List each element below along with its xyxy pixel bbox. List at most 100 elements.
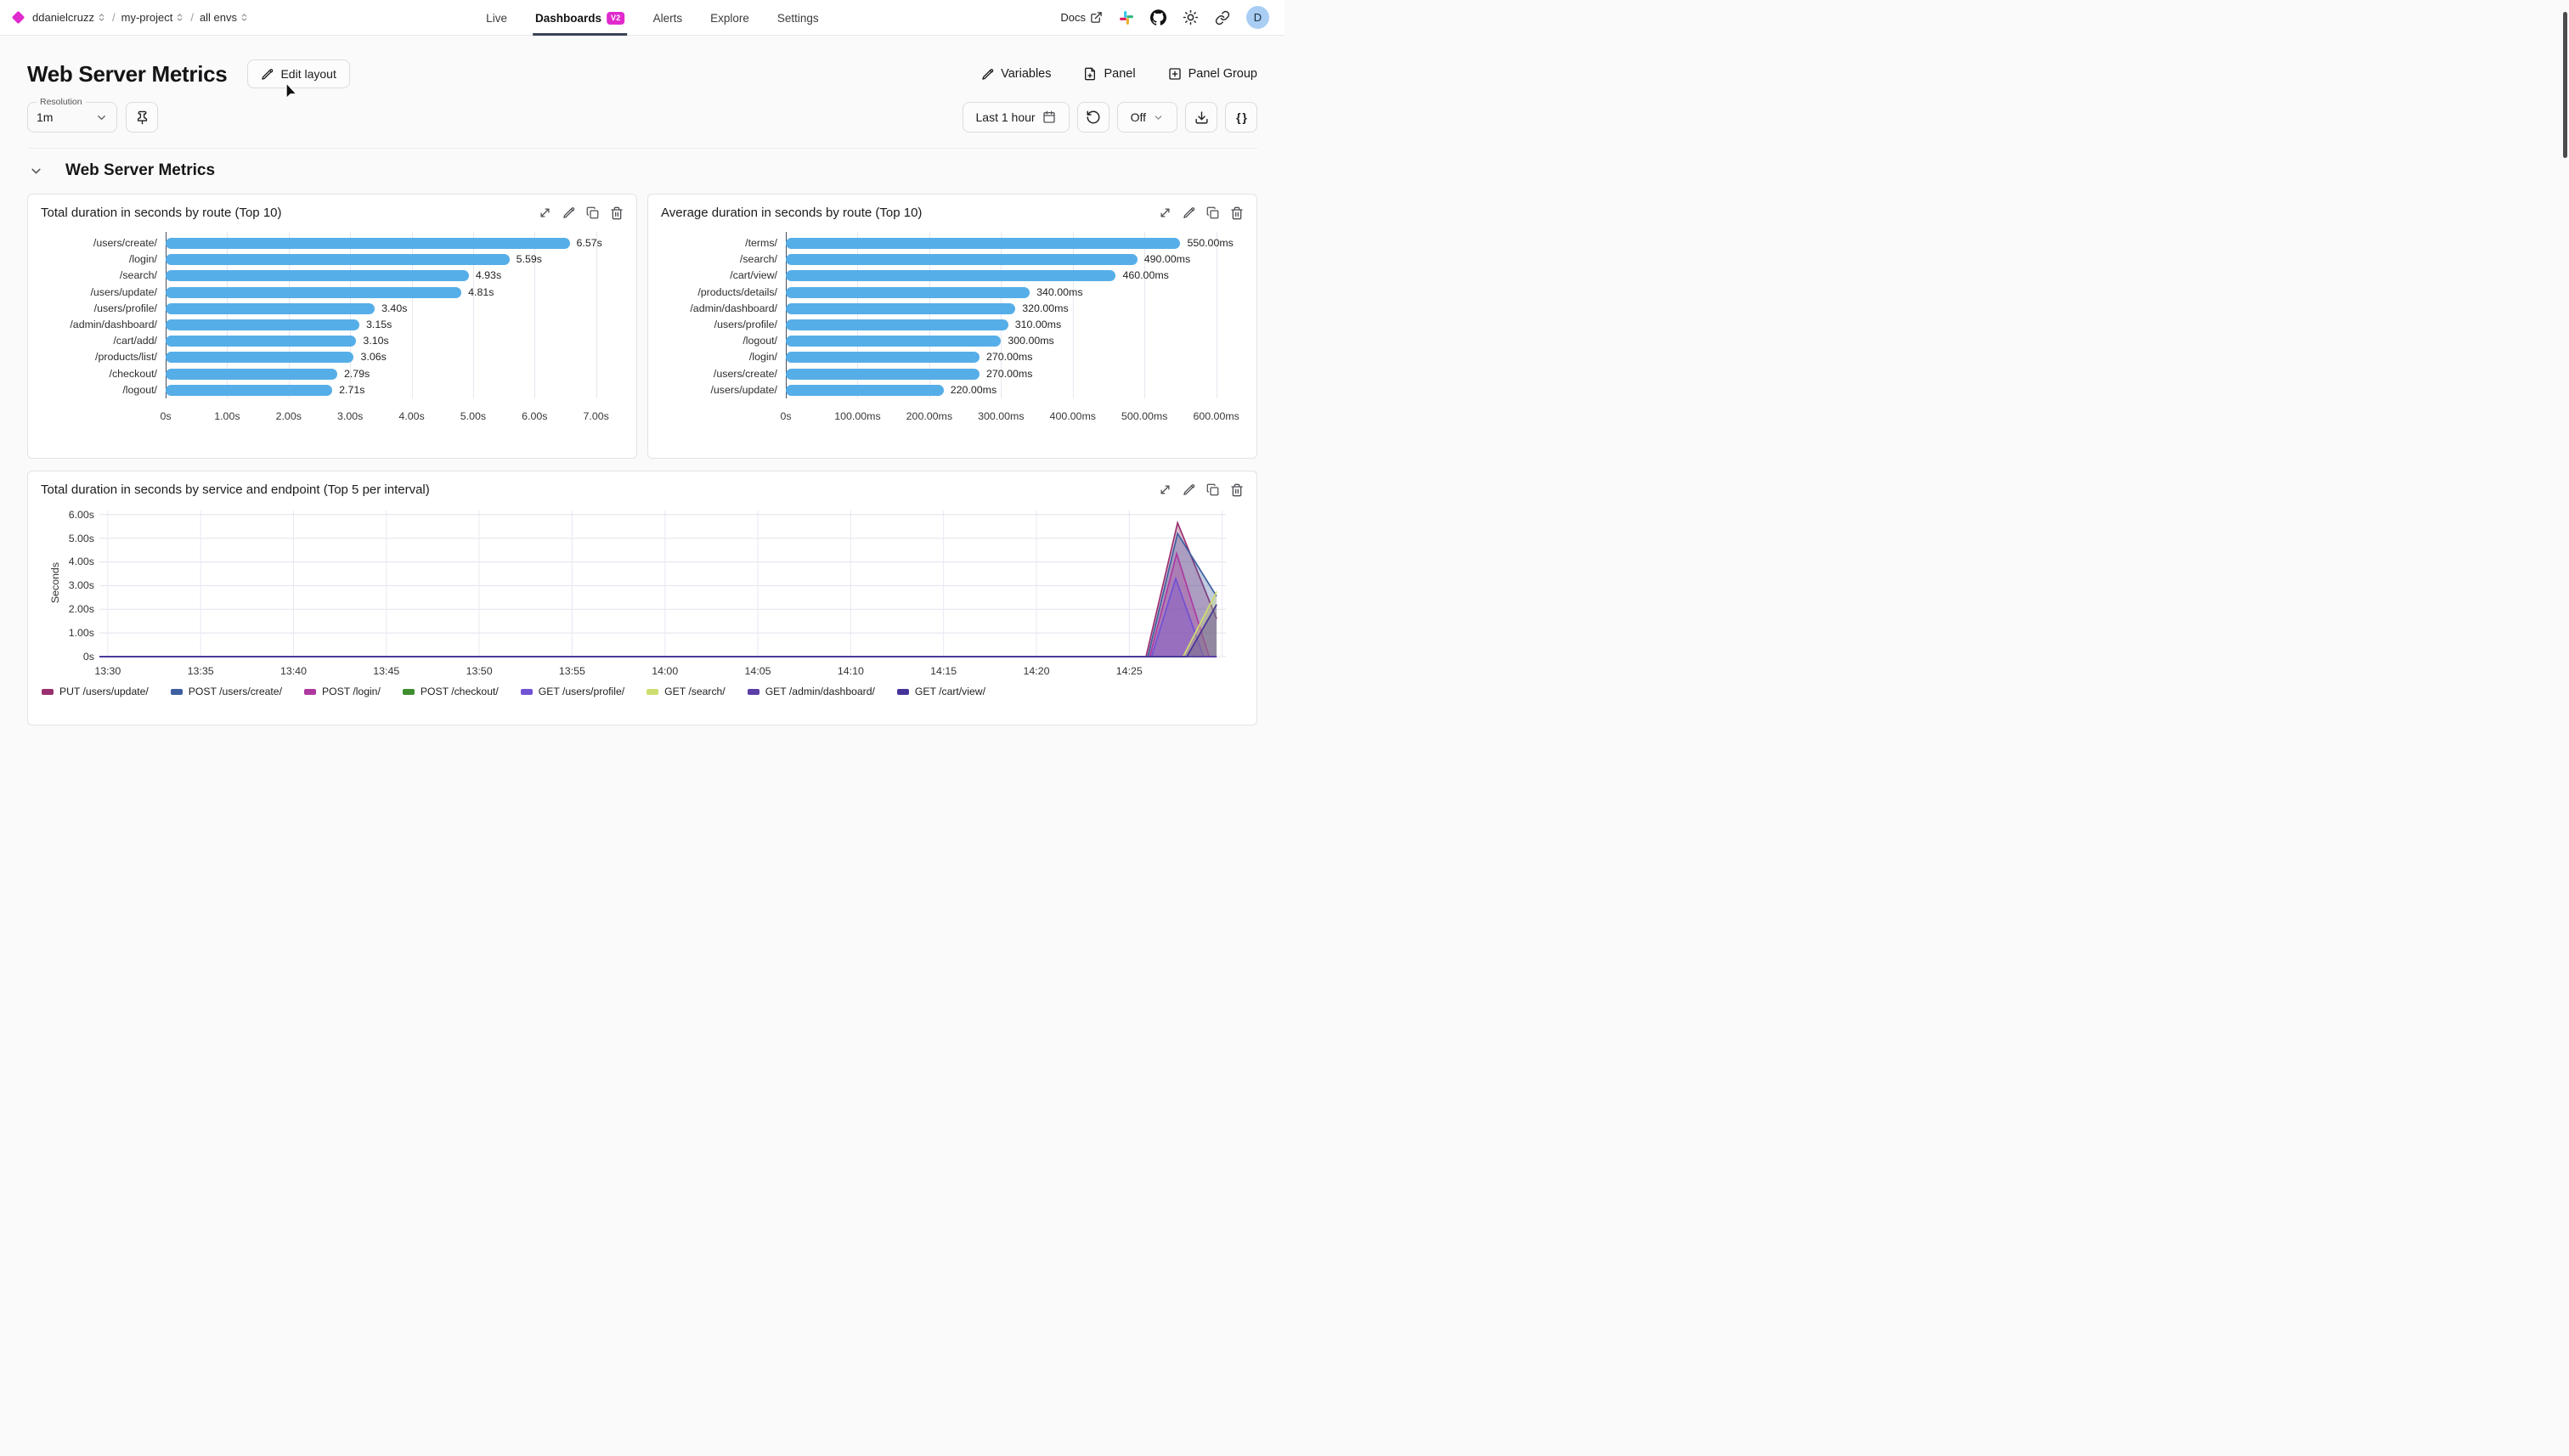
add-panel-button[interactable]: Panel: [1083, 67, 1136, 81]
breadcrumb-project[interactable]: my-project: [121, 11, 185, 24]
x-tick-label: 14:00: [652, 665, 679, 677]
bar-value-label: 4.93s: [475, 269, 502, 282]
panel-expand-icon[interactable]: [1159, 483, 1172, 497]
bar[interactable]: [166, 368, 337, 380]
y-tick-label: 6.00s: [68, 508, 94, 521]
bar-row: /terms/550.00ms: [745, 235, 1238, 251]
bar-row: /cart/view/460.00ms: [730, 268, 1238, 284]
panel-expand-icon[interactable]: [1159, 206, 1172, 220]
legend-swatch-icon: [402, 688, 415, 695]
edit-layout-button[interactable]: Edit layout: [247, 59, 350, 88]
bar[interactable]: [166, 319, 359, 330]
panel-duplicate-icon[interactable]: [1206, 206, 1219, 220]
bar[interactable]: [786, 384, 944, 396]
time-range-button[interactable]: Last 1 hour: [962, 102, 1070, 133]
legend-item[interactable]: GET /admin/dashboard/: [747, 686, 875, 697]
panel-duplicate-icon[interactable]: [1206, 483, 1219, 497]
bar[interactable]: [166, 336, 357, 347]
panel-delete-icon[interactable]: [1230, 206, 1244, 220]
bar[interactable]: [786, 368, 980, 380]
tab-explore[interactable]: Explore: [708, 0, 752, 36]
gridline: [472, 232, 474, 398]
tab-settings[interactable]: Settings: [775, 0, 822, 36]
bar[interactable]: [786, 319, 1008, 330]
bar[interactable]: [166, 352, 354, 364]
x-tick-label: 100.00ms: [834, 410, 881, 422]
bar[interactable]: [786, 238, 1181, 249]
bar[interactable]: [166, 384, 333, 396]
bar[interactable]: [166, 254, 510, 266]
scrollbar-thumb[interactable]: [2563, 12, 2567, 158]
tab-live[interactable]: Live: [483, 0, 510, 36]
app-logo-icon[interactable]: [11, 10, 25, 25]
panel-edit-icon[interactable]: [562, 206, 575, 220]
bar[interactable]: [786, 336, 1002, 347]
x-tick-label: 0s: [160, 410, 172, 422]
resolution-label: Resolution: [37, 97, 86, 107]
bar-value-label: 320.00ms: [1022, 302, 1069, 314]
bar[interactable]: [166, 302, 375, 314]
legend-item[interactable]: GET /users/profile/: [520, 686, 624, 697]
legend-item[interactable]: POST /checkout/: [402, 686, 499, 697]
bar[interactable]: [786, 302, 1016, 314]
pin-button[interactable]: [126, 102, 158, 133]
panel-expand-icon[interactable]: [539, 206, 551, 220]
collapse-chevron-icon[interactable]: [29, 164, 43, 178]
panel-label: Panel: [1104, 67, 1136, 81]
breadcrumb-org[interactable]: ddanielcruzz: [32, 11, 106, 24]
user-avatar[interactable]: D: [1246, 6, 1269, 29]
legend-item[interactable]: GET /cart/view/: [896, 686, 985, 697]
bar[interactable]: [166, 270, 469, 282]
refresh-button[interactable]: [1076, 102, 1109, 133]
download-button[interactable]: [1185, 102, 1217, 133]
bar-row: /admin/dashboard/320.00ms: [690, 301, 1238, 317]
legend-item[interactable]: POST /login/: [303, 686, 381, 697]
bar-row: /checkout/2.79s: [110, 366, 618, 382]
tab-label: Dashboards: [534, 11, 601, 25]
tab-dashboards[interactable]: Dashboards V2: [532, 0, 628, 36]
variables-button[interactable]: Variables: [981, 67, 1051, 81]
y-tick-label: 2.00s: [68, 603, 94, 616]
download-icon: [1194, 110, 1209, 125]
area-chart: Seconds 0s 1.00s 2.00s 3.00s 4.00s 5.00s 6.00s 1…: [28, 497, 1256, 709]
legend-item[interactable]: PUT /users/update/: [42, 686, 149, 697]
bar[interactable]: [786, 352, 980, 364]
docs-link[interactable]: Docs: [1060, 11, 1103, 24]
panel-delete-icon[interactable]: [610, 206, 624, 220]
bar[interactable]: [166, 286, 462, 298]
area-plot[interactable]: [99, 511, 1226, 660]
bar[interactable]: [166, 238, 570, 249]
bar-value-label: 340.00ms: [1036, 285, 1083, 298]
share-link-icon[interactable]: [1215, 10, 1230, 25]
calendar-icon: [1042, 110, 1056, 124]
x-tick-label: 1.00s: [214, 410, 240, 422]
legend-item[interactable]: POST /users/create/: [170, 686, 282, 697]
panel-edit-icon[interactable]: [1183, 206, 1195, 220]
tab-label: Explore: [710, 11, 749, 25]
legend-item[interactable]: GET /search/: [646, 686, 726, 697]
bar[interactable]: [786, 254, 1138, 266]
hbar-chart: /terms/550.00ms/search/490.00ms/cart/vie…: [648, 232, 1256, 424]
theme-toggle-icon[interactable]: [1183, 9, 1199, 25]
panel-delete-icon[interactable]: [1230, 483, 1244, 497]
y-tick-label: 1.00s: [68, 627, 94, 640]
resolution-select[interactable]: Resolution 1m: [27, 97, 117, 133]
github-icon[interactable]: [1150, 9, 1166, 25]
bar-category-label: /users/profile/: [714, 318, 777, 330]
hbar-chart: /users/create/6.57s/login/5.59s/search/4…: [28, 232, 636, 424]
tab-alerts[interactable]: Alerts: [651, 0, 686, 36]
breadcrumb-env[interactable]: all envs: [200, 11, 249, 24]
panel-actions: [1159, 483, 1244, 497]
panel-duplicate-icon[interactable]: [586, 206, 599, 220]
x-tick-label: 14:20: [1023, 665, 1050, 677]
legend-label: GET /search/: [664, 686, 726, 697]
bar[interactable]: [786, 270, 1116, 282]
panel-edit-icon[interactable]: [1183, 483, 1195, 497]
gridline: [1001, 232, 1002, 398]
bar[interactable]: [786, 286, 1030, 298]
slack-icon[interactable]: [1119, 10, 1134, 25]
add-panel-group-button[interactable]: Panel Group: [1168, 67, 1257, 81]
auto-refresh-select[interactable]: Off: [1116, 102, 1177, 133]
json-button[interactable]: { }: [1225, 102, 1257, 133]
header-actions: Variables Panel Panel Group: [981, 67, 1257, 81]
